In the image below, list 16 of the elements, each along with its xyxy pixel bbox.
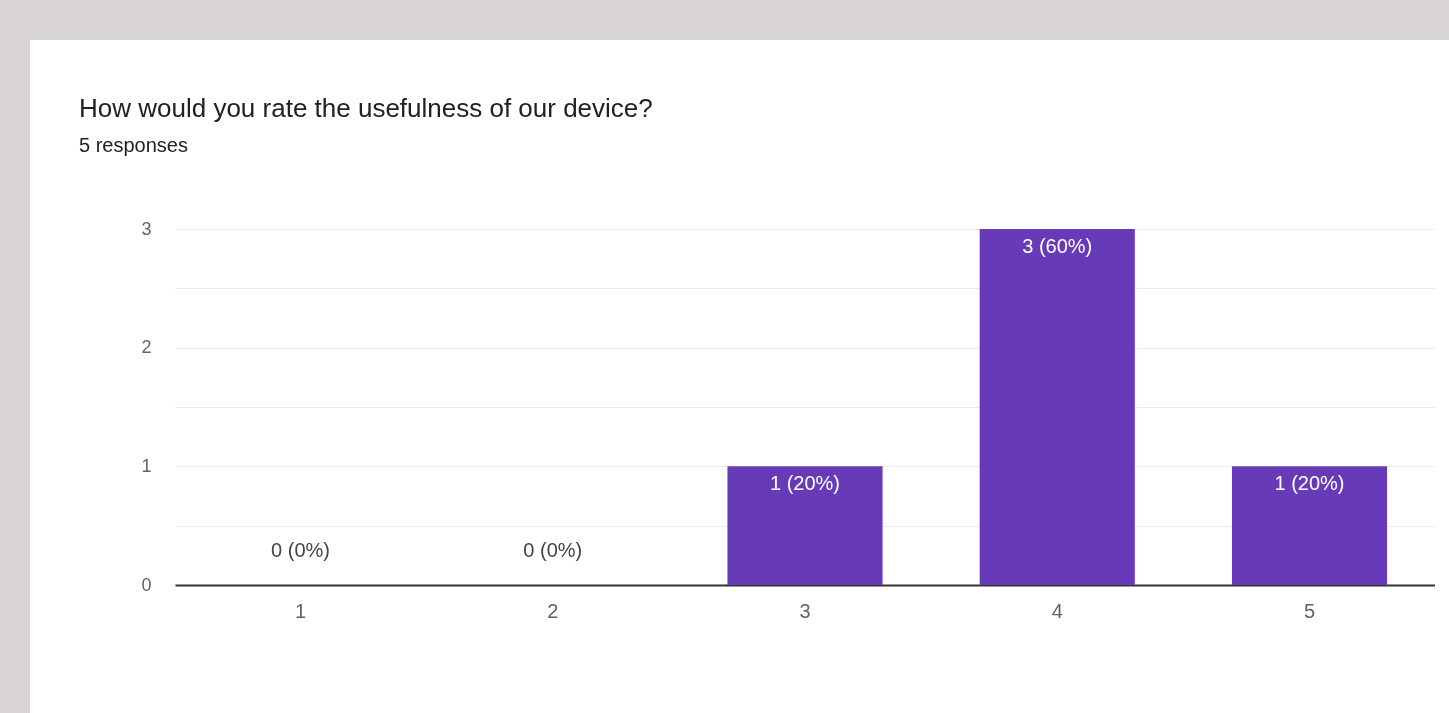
x-tick-label: 1 [294,599,307,622]
y-tick-label: 2 [141,337,152,358]
data-label: 1 (20%) [769,472,841,495]
chart-subtitle: 5 responses [79,134,188,156]
data-label: 0 (0%) [271,539,330,561]
data-label: 0 (0%) [523,539,583,561]
x-tick-label: 3 [799,599,811,622]
y-tick-label: 0 [141,574,152,595]
data-label: 1 (20%) [1274,472,1345,495]
data-label: 3 (60%) [1022,235,1093,257]
chart-title: How would you rate the usefulness of our device? [79,93,653,123]
y-tick-label: 3 [141,218,152,239]
x-tick-label: 2 [547,599,559,622]
x-tick-label: 4 [1051,599,1063,622]
y-tick-label: 1 [141,455,152,476]
x-tick-label: 5 [1303,599,1316,622]
